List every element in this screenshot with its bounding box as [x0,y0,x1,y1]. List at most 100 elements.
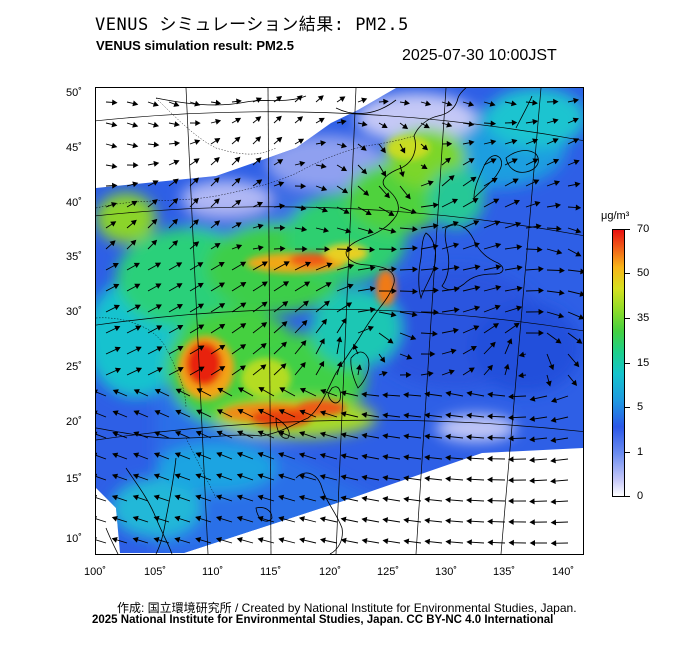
wind-arrow-head [340,537,347,544]
lat-label-10: 10˚ [66,533,82,545]
wind-arrow-head [282,301,289,307]
wind-arrow-head [468,121,475,127]
wind-arrow-head [575,204,582,211]
wind-arrow-head [361,432,368,439]
wind-arrow-head [133,410,140,416]
wind-arrow-head [135,367,142,373]
wind-arrow-head [424,538,431,545]
wind-arrow-head [424,517,430,524]
wind-arrow-head [382,433,389,440]
wind-arrow-head [114,367,122,374]
wind-arrow-head [152,101,159,107]
wind-arrow-head [132,515,139,522]
wind-arrow-head [151,239,158,246]
wind-arrow-head [135,325,142,331]
colorbar-tick [624,229,630,230]
wind-arrow-head [532,118,539,125]
lon-label-120: 120˚ [319,566,342,578]
wind-arrow-head [237,387,245,393]
wind-arrow-head [369,246,376,253]
wind-arrow-head [433,287,439,294]
wind-arrow-head [109,240,116,247]
wind-arrow-head [391,288,397,294]
wind-arrow-head [193,177,199,184]
wind-arrow-head [153,515,160,522]
wind-arrow-head [111,99,118,106]
wind-arrow-head [319,410,326,416]
wind-arrow-head [508,456,514,463]
wind-arrow-head [556,248,563,255]
wind-arrow-head [391,266,397,273]
colorbar-label-0: 0 [637,490,644,502]
wind-arrow-head [240,261,247,267]
wind-arrow-head [422,144,429,151]
wind-arrow-head [553,98,559,105]
wind-arrow-head [512,178,519,184]
wind-arrow-head [113,283,120,290]
wind-arrow-head [474,264,481,271]
wind-arrow-head [387,337,394,344]
wind-arrow-head [214,243,221,249]
wind-arrow-head [132,142,139,149]
wind-arrow-head [154,431,161,437]
wind-arrow-head [278,494,285,501]
wind-arrow-head [240,323,247,329]
lon-label-115: 115˚ [260,566,282,578]
wind-arrow-head [321,206,328,213]
wind-arrow-head [573,361,580,368]
wind-arrow-head [405,371,412,378]
wind-arrow-head [495,264,502,271]
wind-arrow-head [550,457,556,464]
wind-arrow-head [508,477,514,484]
wind-arrow-head [277,159,284,165]
wind-arrow-head [474,285,481,292]
wind-arrow-head [445,433,451,440]
wind-arrow-head [341,187,349,194]
wind-arrow-head [320,140,327,147]
wind-arrow-head [403,538,410,545]
wind-arrow-head [538,266,544,273]
wind-arrow-head [516,285,523,292]
colorbar-label-35: 35 [637,312,650,324]
wind-arrow-head [365,209,372,216]
wind-arrow-head [319,338,325,345]
wind-arrow-head [555,202,561,209]
wind-arrow-head [532,158,539,164]
wind-arrow-head [336,336,343,343]
wind-arrow-head [468,158,475,164]
wind-arrow-head [278,181,285,187]
wind-arrow-head [381,122,388,129]
wind-arrow-head [323,300,330,307]
wind-arrow-head [550,416,557,423]
wind-arrow-head [432,330,438,337]
wind-arrow-head [508,539,514,546]
wind-arrow-head [382,412,388,419]
wind-arrow-head [216,430,223,437]
wind-arrow-head [453,327,459,334]
wind-arrow-head [382,475,389,481]
wind-arrow-head [529,498,535,505]
wind-arrow-head [412,226,418,232]
wind-arrow-head [239,344,247,350]
wind-arrow-head [111,142,118,149]
wind-arrow-head [176,304,183,310]
wind-arrow-head [424,496,430,503]
wind-arrow-head [555,337,562,344]
wind-arrow-head [234,136,241,143]
wind-arrow-head [154,262,162,268]
wind-arrow-head [133,262,140,269]
colorbar-tick [624,496,630,497]
wind-arrow-head [537,246,543,253]
wind-arrow-head [553,180,561,186]
wind-arrow-head [195,430,202,437]
wind-arrow-head [280,245,286,252]
wind-arrow-head [492,323,500,329]
wind-arrow-head [340,453,347,460]
wind-arrow-head [340,495,347,502]
wind-arrow-head [281,341,287,348]
wind-arrow-head [278,409,285,415]
wind-arrow-head [297,116,304,122]
wind-arrow-head [173,101,180,107]
wind-arrow-head [177,346,184,352]
wind-arrow-head [446,100,453,107]
